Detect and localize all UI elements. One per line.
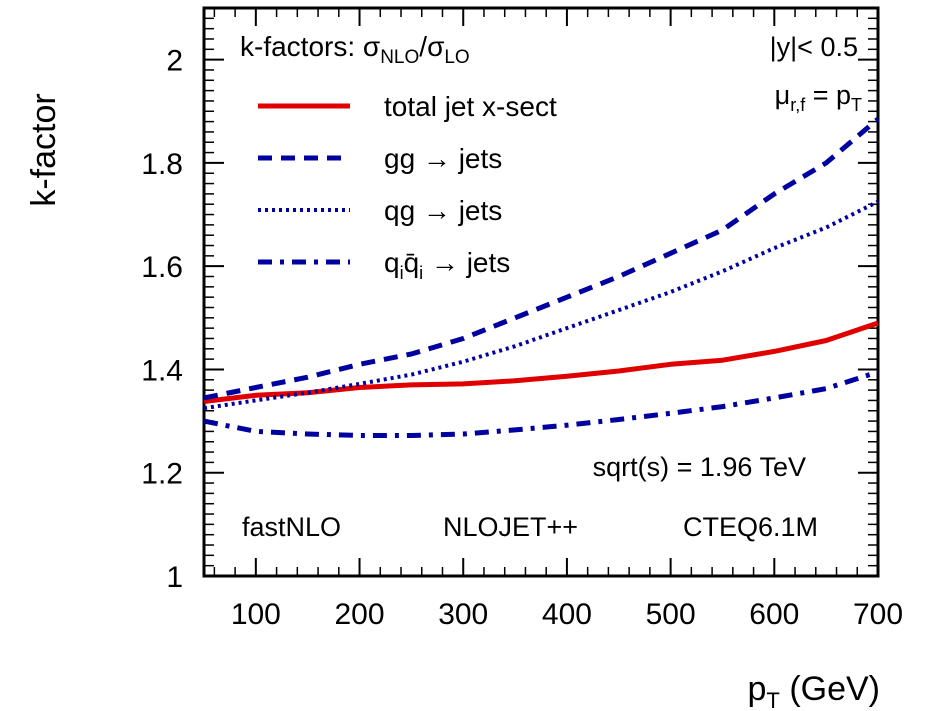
y-axis-title: k-factor	[25, 93, 63, 206]
series-line-1	[203, 117, 880, 401]
legend-label-qg: qg → jets	[384, 195, 502, 226]
y-tick-label: 1.2	[141, 458, 183, 491]
legend-label-qqbar: qiq̄i → jets	[384, 247, 510, 283]
x-tick-label: 500	[646, 598, 696, 631]
x-tick-label: 700	[853, 598, 903, 631]
legend-header-den: σ	[427, 31, 444, 62]
x-axis-title-main: p	[748, 670, 767, 708]
y-tick-label: 1.4	[141, 354, 183, 387]
sqrt-s-annotation: sqrt(s) = 1.96 TeV	[593, 452, 806, 482]
legend-header-num: σ	[363, 31, 380, 62]
x-axis-title-rest: (GeV)	[780, 670, 880, 708]
legend-header-slash: /	[419, 31, 427, 62]
legend-qqbar-i1: i	[400, 263, 404, 283]
x-axis-title: pT (GeV)	[748, 670, 881, 711]
tool-fastnlo: fastNLO	[242, 512, 341, 542]
legend-header: k-factors: σNLO/σLO	[240, 31, 470, 68]
y-tick-label: 1	[166, 561, 183, 594]
tool-nlojet: NLOJET++	[443, 512, 578, 542]
legend-header-den-sub: LO	[444, 47, 469, 68]
tool-cteq: CTEQ6.1M	[683, 512, 818, 542]
x-tick-label: 400	[542, 598, 592, 631]
scale-mu: μ	[775, 80, 791, 110]
x-tick-labels: 100 200 300 400 500 600 700	[231, 598, 903, 631]
legend: total jet x-sect gg → jets qg → jets qiq…	[258, 91, 557, 283]
legend-header-num-sub: NLO	[380, 47, 419, 68]
x-tick-label: 300	[438, 598, 488, 631]
legend-qqbar-q: q	[384, 247, 400, 278]
y-tick-label: 1.6	[141, 251, 183, 284]
scale-pt-sub: T	[851, 95, 862, 115]
series-lines	[203, 117, 880, 438]
series-line-0	[203, 320, 879, 404]
legend-qqbar-arrow: → jets	[423, 247, 510, 278]
y-tick-label: 1.8	[141, 148, 183, 181]
series-line-2	[203, 199, 879, 411]
y-tick-label: 2	[166, 45, 183, 78]
y-tick-labels: 1 1.2 1.4 1.6 1.8 2	[141, 45, 183, 594]
legend-label-gg: gg → jets	[384, 143, 502, 174]
x-tick-label: 100	[231, 598, 281, 631]
legend-header-prefix: k-factors:	[240, 31, 363, 62]
legend-qqbar-qbar: q̄	[404, 247, 420, 278]
plot-frame	[202, 6, 880, 578]
scale-annotation: μr,f = pT	[775, 80, 862, 115]
legend-label-total: total jet x-sect	[384, 91, 557, 122]
x-tick-label: 600	[749, 598, 799, 631]
x-tick-label: 200	[335, 598, 385, 631]
scale-eq: = p	[805, 80, 851, 110]
series-line-3	[203, 369, 879, 438]
legend-qqbar-i2: i	[419, 263, 423, 283]
scale-mu-sub: r,f	[790, 95, 806, 115]
rapidity-annotation: |y|< 0.5	[770, 32, 858, 62]
x-axis-title-sub: T	[766, 688, 779, 711]
